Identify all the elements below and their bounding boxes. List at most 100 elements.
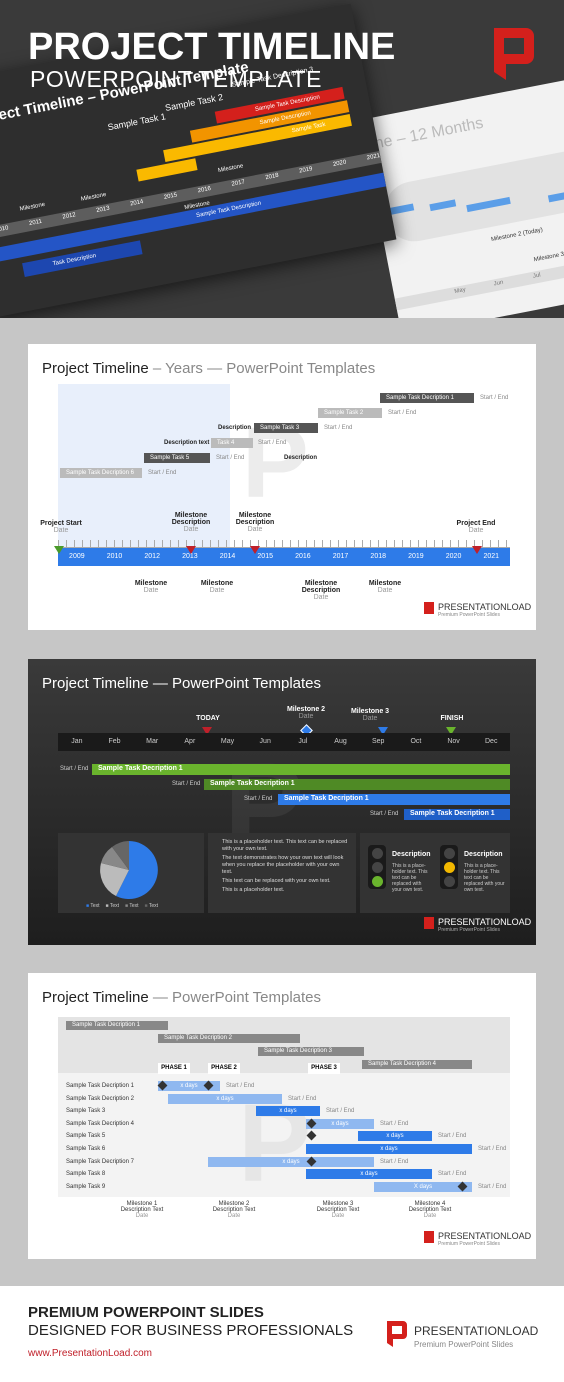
row-bar: x days (306, 1144, 472, 1154)
preview-slide-12-months: ne – 12 Months Milestone 2 (Today) Miles… (360, 70, 564, 318)
light-title: Description (464, 851, 503, 858)
brand-mark: PRESENTATIONLOAD Premium PowerPoint Slide… (438, 1231, 532, 1247)
year-label: 2019 (408, 553, 424, 560)
preview-right-title: ne – 12 Months (373, 114, 485, 153)
pie-slice (101, 847, 129, 870)
hero-subtitle: POWERPOINT TEMPLATE (30, 66, 322, 92)
row-note: Start / End (226, 1083, 255, 1089)
pie-slice (112, 841, 129, 870)
task-bar-green: Sample Task Decription 1 (92, 764, 510, 775)
task-note: Start / End (388, 410, 417, 416)
row-bar: x days (168, 1094, 282, 1104)
month-label: Aug (334, 738, 347, 745)
marker-milestone-2: Milestone 2 Date (286, 706, 326, 720)
slide-years-timeline: Project Timeline – Years — PowerPoint Te… (28, 344, 536, 630)
bullet-item: The text demonstrates how your own text … (222, 855, 344, 875)
milestone-label: Milestone 2 Description Text Date (212, 1201, 256, 1219)
bar-note: Start / End (172, 781, 201, 787)
task-note: Start / End (216, 455, 245, 461)
row-label: Sample Task 8 (66, 1171, 106, 1177)
milestone-label-bottom: Milestone Description Date (301, 580, 341, 601)
row-bar: x days (358, 1131, 432, 1141)
end-marker-icon (472, 546, 482, 554)
task-bar-blue: Sample Task Decription 1 (278, 794, 510, 805)
description-label: Description (284, 455, 318, 461)
preview-milestone-label: Milestone 2 (Today) (490, 227, 544, 244)
text-panel: This is a placeholder text. This text ca… (208, 833, 356, 913)
pie-panel: ■ Text ■ Text ■ Text ■ Text (58, 833, 204, 913)
milestone-label-bottom: Milestone Date (200, 580, 234, 594)
slide-gantt-timeline: Project Timeline — PowerPoint Templates … (28, 973, 536, 1259)
finish-marker-icon (446, 727, 456, 735)
today-marker-icon (202, 727, 212, 735)
task-note: Start / End (258, 440, 287, 446)
row-label: Sample Task 9 (66, 1184, 106, 1190)
presentationload-logo-icon (387, 1321, 407, 1347)
year-label: 2021 (483, 553, 500, 560)
light-text: This is a place-holder text. This text c… (392, 863, 428, 893)
year-axis: 2009 2010 2012 2013 2014 2015 2016 2017 … (58, 548, 510, 566)
month-axis: Jan Feb Mar Apr May Jun Jul Aug Sep Oct … (58, 733, 510, 751)
bar-note: Start / End (60, 766, 89, 772)
bar-note: Start / End (244, 796, 273, 802)
year-label: 2015 (257, 553, 273, 560)
year-label: 2009 (69, 553, 85, 560)
task-left-label: Description (218, 425, 252, 431)
top-task-bar: Sample Task Decription 2 (158, 1034, 300, 1043)
month-label: May (220, 738, 235, 745)
legend-item: ■ Text (86, 903, 100, 909)
slide3-title-bold: Project Timeline (42, 989, 149, 1006)
task-bar-5: Sample Task 5 (144, 453, 210, 463)
preview-task-label: Sample Task 2 (164, 91, 224, 114)
month-label: Sep (371, 738, 385, 745)
slide3-title: Project Timeline — PowerPoint Templates (42, 989, 321, 1006)
footer-url-link[interactable]: www.PresentationLoad.com (28, 1348, 152, 1359)
row-bar: x days (306, 1119, 374, 1129)
slide1-title-rest: – Years — PowerPoint Templates (148, 360, 376, 377)
brand-mark: PRESENTATIONLOAD Premium PowerPoint Slide… (438, 917, 532, 933)
year-label: 2013 (182, 553, 198, 560)
task-left-label: Description text (164, 440, 210, 446)
row-label: Sample Task 3 (66, 1108, 106, 1114)
row-note: Start / End (288, 1096, 317, 1102)
task-bar-1: Sample Task Decription 1 (380, 393, 474, 403)
pie-chart (100, 841, 158, 899)
light-text: This is a place-holder text. This text c… (464, 863, 505, 893)
preview-milestone: Milestone (217, 163, 244, 175)
footer-line-1: PREMIUM POWERPOINT SLIDES (28, 1304, 264, 1321)
gantt-area (58, 1073, 510, 1197)
milestone-label: Milestone 1 Description Text Date (120, 1201, 164, 1219)
row-bar: x days (208, 1157, 374, 1167)
slide1-title: Project Timeline – Years — PowerPoint Te… (42, 360, 375, 377)
row-label: Sample Task 5 (66, 1133, 106, 1139)
month-label: Jun (259, 738, 271, 745)
brand-logo-icon (424, 1231, 434, 1243)
row-note: Start / End (380, 1159, 409, 1165)
year-label: 2020 (445, 553, 462, 560)
traffic-light-panel: Description This is a place-holder text.… (360, 833, 510, 913)
pie-slice (116, 841, 158, 899)
row-label: Sample Task Decription 1 (66, 1083, 134, 1089)
task-bar-4: Task 4 (211, 438, 253, 448)
milestone-label-bottom: Milestone Date (368, 580, 402, 594)
slide1-title-bold: Project Timeline (42, 360, 149, 377)
year-label: 2018 (370, 553, 386, 560)
month-label: Oct (410, 738, 422, 745)
milestone-marker-icon (250, 546, 260, 554)
row-note: Start / End (478, 1146, 507, 1152)
year-label: 2017 (332, 553, 349, 560)
legend-item: ■ Text (105, 903, 120, 909)
row-note: Start / End (478, 1184, 507, 1190)
month-label: Dec (485, 738, 498, 745)
footer-line-2: DESIGNED FOR BUSINESS PROFESSIONALS (28, 1322, 354, 1339)
phase-label: PHASE 1 (158, 1063, 190, 1074)
month-label: Jul (298, 738, 308, 745)
row-note: Start / End (380, 1121, 409, 1127)
top-task-bar: Sample Task Decription 1 (66, 1021, 168, 1030)
task-note: Start / End (324, 425, 353, 431)
row-note: Start / End (438, 1171, 467, 1177)
row-note: Start / End (438, 1133, 467, 1139)
pie-legend: ■ Text ■ Text ■ Text ■ Text (86, 903, 158, 909)
month-label: Feb (108, 738, 121, 745)
task-note: Start / End (148, 470, 177, 476)
